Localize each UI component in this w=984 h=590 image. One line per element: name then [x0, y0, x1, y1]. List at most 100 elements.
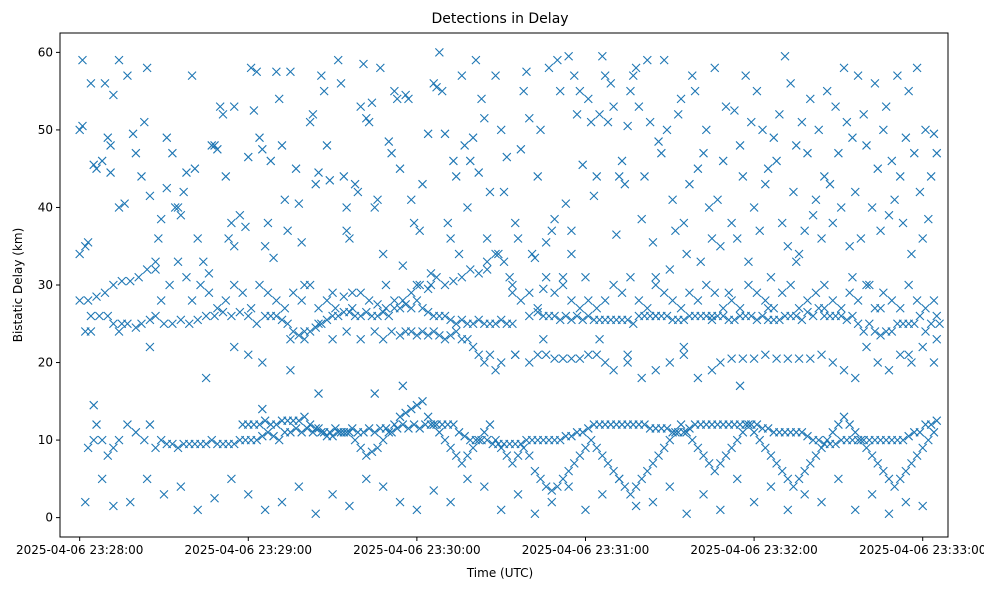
data-point-marker	[373, 443, 382, 453]
data-point-marker	[395, 412, 405, 422]
data-point-marker	[800, 466, 810, 476]
data-point-marker	[297, 296, 307, 305]
data-point-marker	[482, 435, 492, 445]
data-point-marker	[530, 253, 540, 263]
data-point-marker	[423, 331, 433, 340]
data-point-marker	[836, 203, 846, 212]
data-point-marker	[364, 117, 374, 127]
data-point-marker	[153, 234, 163, 243]
data-point-marker	[451, 327, 461, 336]
data-point-marker	[803, 148, 812, 158]
data-point-marker	[305, 280, 315, 290]
data-point-marker	[701, 125, 711, 135]
data-point-marker	[210, 493, 219, 503]
data-point-marker	[583, 94, 593, 104]
data-point-marker	[614, 172, 624, 181]
data-point-marker	[145, 315, 155, 325]
data-point-marker	[100, 79, 110, 88]
data-point-marker	[583, 311, 593, 321]
data-point-marker	[97, 435, 107, 445]
data-point-marker	[263, 427, 273, 437]
data-point-marker	[468, 443, 478, 453]
data-point-marker	[378, 482, 388, 491]
data-point-marker	[918, 443, 928, 453]
data-point-marker	[187, 71, 197, 81]
data-point-marker	[597, 51, 607, 61]
data-point-marker	[516, 144, 526, 154]
data-point-marker	[912, 63, 922, 73]
data-point-marker	[406, 303, 416, 313]
data-point-marker	[853, 296, 863, 305]
data-point-marker	[353, 187, 363, 197]
data-point-marker	[541, 350, 551, 360]
data-point-marker	[904, 350, 914, 360]
data-point-marker	[457, 272, 467, 282]
data-point-marker	[567, 249, 576, 259]
data-point-marker	[412, 280, 422, 290]
data-point-marker	[671, 427, 680, 437]
data-point-marker	[637, 214, 647, 224]
data-point-marker	[640, 172, 649, 181]
data-point-marker	[803, 307, 812, 317]
data-point-marker	[530, 466, 540, 476]
data-point-marker	[859, 327, 869, 336]
data-point-marker	[637, 373, 647, 383]
data-point-marker	[109, 280, 118, 290]
data-point-marker	[176, 315, 186, 325]
data-point-marker	[856, 234, 866, 243]
data-point-marker	[142, 474, 152, 484]
data-point-marker	[626, 272, 635, 282]
data-point-marker	[342, 226, 352, 236]
data-point-marker	[406, 288, 416, 298]
data-point-marker	[361, 113, 371, 123]
data-point-marker	[300, 334, 309, 344]
data-point-marker	[626, 86, 635, 96]
data-point-marker	[909, 319, 919, 329]
data-point-marker	[901, 497, 911, 507]
data-point-marker	[134, 272, 144, 282]
data-point-marker	[822, 86, 832, 96]
data-point-marker	[519, 443, 529, 453]
data-point-marker	[558, 272, 568, 282]
data-point-marker	[114, 435, 124, 445]
data-point-marker	[286, 365, 295, 375]
data-point-marker	[139, 435, 149, 445]
data-point-marker	[83, 296, 93, 305]
data-point-marker	[926, 420, 936, 429]
data-point-marker	[257, 404, 267, 414]
data-point-marker	[873, 458, 883, 468]
data-point-marker	[623, 121, 633, 131]
data-point-marker	[415, 226, 425, 236]
data-point-marker	[679, 342, 689, 352]
data-point-marker	[404, 94, 413, 104]
data-point-marker	[446, 331, 455, 340]
data-point-marker	[758, 125, 767, 135]
data-point-marker	[345, 427, 354, 437]
data-point-marker	[356, 311, 366, 321]
data-point-marker	[314, 424, 323, 433]
data-point-marker	[294, 482, 304, 491]
data-point-marker	[741, 71, 751, 81]
data-point-marker	[378, 435, 388, 445]
data-point-marker	[597, 451, 607, 460]
data-point-marker	[311, 509, 321, 519]
data-point-marker	[597, 489, 607, 499]
data-point-marker	[642, 303, 652, 313]
data-point-marker	[125, 497, 135, 507]
data-point-marker	[89, 160, 99, 170]
data-point-marker	[86, 79, 96, 88]
data-point-marker	[398, 381, 408, 391]
data-point-marker	[853, 71, 863, 81]
data-point-marker	[710, 63, 720, 73]
data-point-marker	[314, 319, 323, 329]
data-point-marker	[137, 172, 146, 181]
data-point-marker	[878, 466, 888, 476]
data-point-marker	[390, 420, 399, 429]
data-point-marker	[86, 327, 96, 336]
data-point-marker	[631, 482, 641, 491]
data-point-marker	[322, 296, 332, 305]
data-point-marker	[440, 129, 450, 139]
data-point-marker	[80, 497, 90, 507]
data-point-marker	[434, 331, 444, 340]
data-point-marker	[651, 365, 661, 375]
